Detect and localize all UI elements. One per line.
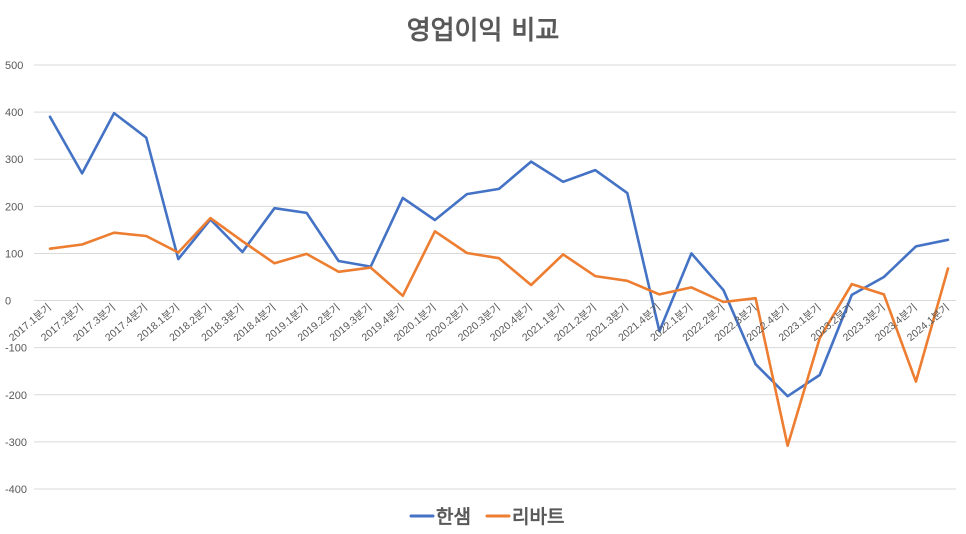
series-line-1 — [48, 111, 950, 398]
y-tick-label: 200 — [5, 201, 23, 213]
y-tick-label: 400 — [5, 107, 23, 119]
y-tick-label: 100 — [5, 248, 23, 260]
chart-title: 영업이익 비교 — [407, 16, 560, 46]
legend-label-2: 리바트 — [512, 506, 564, 528]
legend-label-1: 한샘 — [436, 506, 471, 528]
y-tick-label: 0 — [5, 296, 11, 308]
legend: 한샘 리바트 — [409, 506, 564, 528]
y-tick-label: -400 — [5, 484, 27, 496]
x-axis-ticks: 2017.1분기2017.2분기2017.3분기2017.4분기2018.1분기… — [7, 302, 952, 344]
gridlines — [34, 64, 956, 490]
y-tick-label: -200 — [5, 390, 27, 402]
series-lines — [48, 111, 950, 448]
y-tick-label: 300 — [5, 154, 23, 166]
y-axis-ticks: 500 400 300 200 100 0 -100 -200 -300 -400 — [5, 60, 27, 496]
series-line-2 — [48, 216, 950, 448]
y-tick-label: 500 — [5, 60, 23, 72]
y-tick-label: -100 — [5, 343, 27, 355]
y-tick-label: -300 — [5, 437, 27, 449]
